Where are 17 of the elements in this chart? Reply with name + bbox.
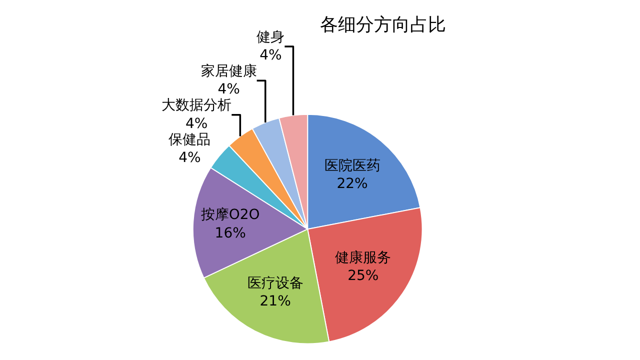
slice-label: 健身 — [256, 29, 285, 46]
slice-label: 家居健康 — [200, 64, 257, 80]
data-label: 25% — [348, 268, 379, 284]
data-label: 4% — [186, 116, 208, 132]
data-label: 4% — [260, 48, 282, 64]
data-label: 16% — [214, 225, 246, 242]
data-label: 4% — [218, 82, 240, 98]
slice-label: 健康服务 — [335, 250, 392, 266]
slice-label: 大数据分析 — [162, 98, 232, 114]
data-label: 4% — [178, 150, 201, 166]
data-label: 22% — [336, 176, 368, 192]
slice-label: 医院医药 — [324, 158, 380, 174]
slice-label: 医疗设备 — [247, 275, 304, 292]
slice-label: 保健品 — [168, 132, 211, 148]
chart-title: 各细分方向占比 — [320, 14, 446, 36]
slice-label: 按摩O2O — [200, 207, 260, 224]
data-label: 21% — [260, 294, 291, 310]
